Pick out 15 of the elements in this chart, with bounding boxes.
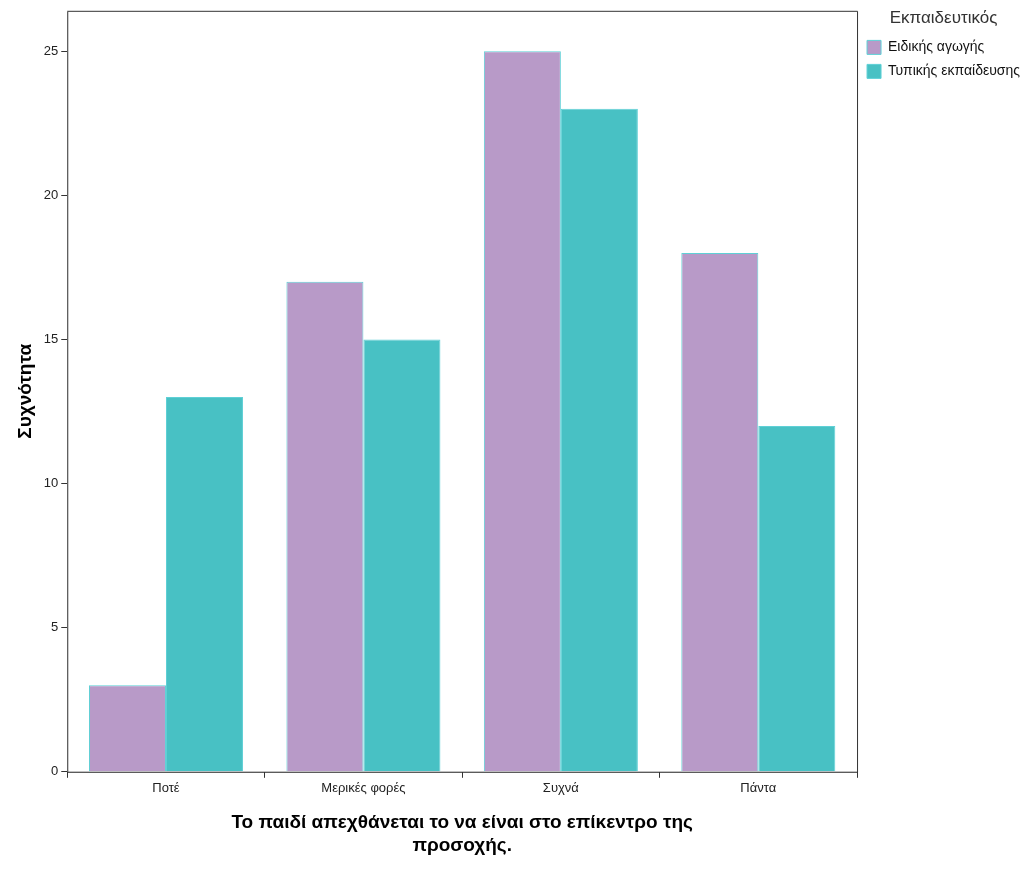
y-tick-label: 0 [51, 763, 59, 779]
y-tick-label: 20 [43, 186, 59, 202]
x-tick-label: Μερικές φορές [321, 780, 406, 796]
y-tick-label: 15 [43, 330, 59, 346]
y-axis-title: Συχνότητα [13, 343, 35, 439]
legend-label: Ειδικής αγωγής [888, 38, 985, 55]
y-tick-label: 10 [43, 475, 59, 491]
x-tick-label: Συχνά [542, 780, 580, 796]
y-tick-label: 5 [51, 619, 59, 635]
x-axis-title: Το παιδί απεχθάνεται το να είναι στο επίκεντρο της προσοχής. [231, 811, 693, 855]
y-tick-label: 25 [43, 42, 59, 58]
x-tick-label: Ποτέ [152, 780, 180, 796]
legend-label: Τυπικής εκπαίδευσης [888, 62, 1021, 79]
x-tick-label: Πάντα [740, 780, 777, 796]
legend-title: Εκπαιδευτικός [889, 8, 998, 28]
